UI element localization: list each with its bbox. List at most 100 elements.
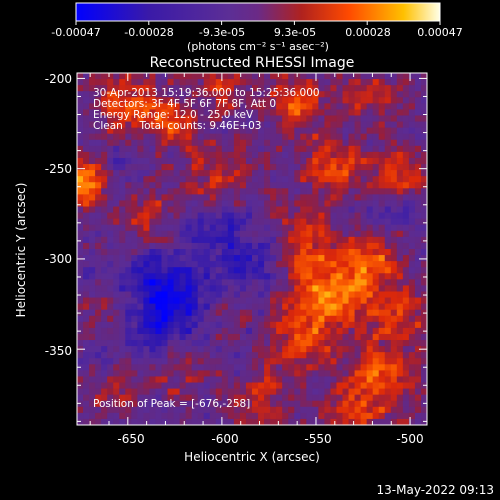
heatmap-cell xyxy=(203,115,211,123)
heatmap-cell xyxy=(125,315,132,323)
heatmap-cell xyxy=(125,242,132,250)
heatmap-cell xyxy=(155,230,162,238)
heatmap-cell xyxy=(131,151,138,159)
heatmap-cell xyxy=(252,127,259,135)
heatmap-cell xyxy=(402,103,410,110)
heatmap-cell xyxy=(420,285,427,292)
heatmap-cell xyxy=(354,370,362,377)
heatmap-cell xyxy=(137,79,144,86)
heatmap-cell xyxy=(300,297,307,305)
heatmap-cell xyxy=(215,91,223,98)
heatmap-cell xyxy=(221,103,229,110)
heatmap-cell xyxy=(378,412,386,420)
heatmap-cell xyxy=(185,97,193,104)
heatmap-cell xyxy=(137,121,144,129)
heatmap-cell xyxy=(282,303,289,311)
heatmap-cell xyxy=(366,418,374,425)
heatmap-cell xyxy=(258,236,265,244)
heatmap-cell xyxy=(258,200,265,208)
heatmap-cell xyxy=(227,109,235,116)
colorbar-gradient xyxy=(75,2,441,22)
heatmap-cell xyxy=(330,321,337,329)
heatmap-cell xyxy=(227,327,235,335)
heatmap-cell xyxy=(324,267,331,274)
heatmap-cell xyxy=(252,249,259,256)
heatmap-cell xyxy=(227,242,235,250)
heatmap-cell xyxy=(258,418,265,425)
heatmap-cell xyxy=(167,212,175,220)
heatmap-cell xyxy=(125,358,132,365)
heatmap-cell xyxy=(288,273,295,280)
heatmap-cell xyxy=(384,279,392,286)
heatmap-cell xyxy=(270,206,277,214)
heatmap-cell xyxy=(119,340,126,347)
heatmap-cell xyxy=(360,297,368,305)
heatmap-cell xyxy=(252,176,259,183)
heatmap-cell xyxy=(414,91,422,98)
heatmap-cell xyxy=(149,182,156,189)
heatmap-cell xyxy=(420,370,427,377)
heatmap-cell xyxy=(294,230,301,238)
heatmap-cell xyxy=(221,412,229,420)
x-tick-label: -550 xyxy=(304,432,331,446)
heatmap-cell xyxy=(119,273,126,280)
heatmap-cell xyxy=(342,418,350,425)
heatmap-cell xyxy=(155,418,162,425)
colorbar-tick-label: -9.3e-05 xyxy=(199,26,245,39)
heatmap-cell xyxy=(203,206,211,214)
heatmap-cell xyxy=(300,285,307,292)
heatmap-cell xyxy=(342,285,350,292)
heatmap-cell xyxy=(336,394,344,402)
heatmap-cell xyxy=(318,139,325,147)
heatmap-cell xyxy=(119,97,126,104)
heatmap-cell xyxy=(348,91,356,98)
heatmap-cell xyxy=(360,230,368,238)
heatmap-cell xyxy=(185,212,193,220)
heatmap-cell xyxy=(378,145,386,153)
heatmap-cell xyxy=(270,139,277,147)
heatmap-cell xyxy=(252,255,259,262)
heatmap-cell xyxy=(215,242,223,250)
heatmap-cell xyxy=(239,242,247,250)
heatmap-cell xyxy=(336,327,344,335)
heatmap-cell xyxy=(173,79,181,86)
heatmap-cell xyxy=(77,164,84,171)
heatmap-cell xyxy=(143,224,150,232)
heatmap-cell xyxy=(179,200,187,208)
heatmap-cell xyxy=(402,315,410,323)
heatmap-cell xyxy=(312,145,319,153)
heatmap-cell xyxy=(89,182,96,189)
heatmap-cell xyxy=(348,291,356,299)
heatmap-cell xyxy=(107,382,114,390)
heatmap-cell xyxy=(330,261,337,268)
heatmap-cell xyxy=(209,170,217,177)
heatmap-cell xyxy=(107,176,114,183)
heatmap-cell xyxy=(221,340,229,347)
heatmap-cell xyxy=(366,224,374,232)
heatmap-cell xyxy=(384,127,392,135)
heatmap-cell xyxy=(414,139,422,147)
heatmap-cell xyxy=(264,218,271,226)
heatmap-cell xyxy=(143,194,150,201)
heatmap-cell xyxy=(209,370,217,377)
heatmap-cell xyxy=(270,200,277,208)
heatmap-cell xyxy=(239,303,247,311)
heatmap-cell xyxy=(282,412,289,420)
heatmap-cell xyxy=(101,394,108,402)
heatmap-cell xyxy=(312,279,319,286)
heatmap-cell xyxy=(95,358,102,365)
heatmap-cell xyxy=(197,382,205,390)
heatmap-cell xyxy=(390,127,398,135)
heatmap-cell xyxy=(342,255,350,262)
heatmap-cell xyxy=(215,321,223,329)
heatmap-cell xyxy=(318,127,325,135)
heatmap-cell xyxy=(179,315,187,323)
heatmap-cell xyxy=(209,309,217,317)
heatmap-cell xyxy=(221,321,229,329)
heatmap-cell xyxy=(77,188,84,195)
heatmap-cell xyxy=(233,346,241,353)
heatmap-cell xyxy=(173,340,181,347)
heatmap-cell xyxy=(215,121,223,129)
heatmap-cell xyxy=(354,376,362,384)
heatmap-cell xyxy=(107,139,114,147)
